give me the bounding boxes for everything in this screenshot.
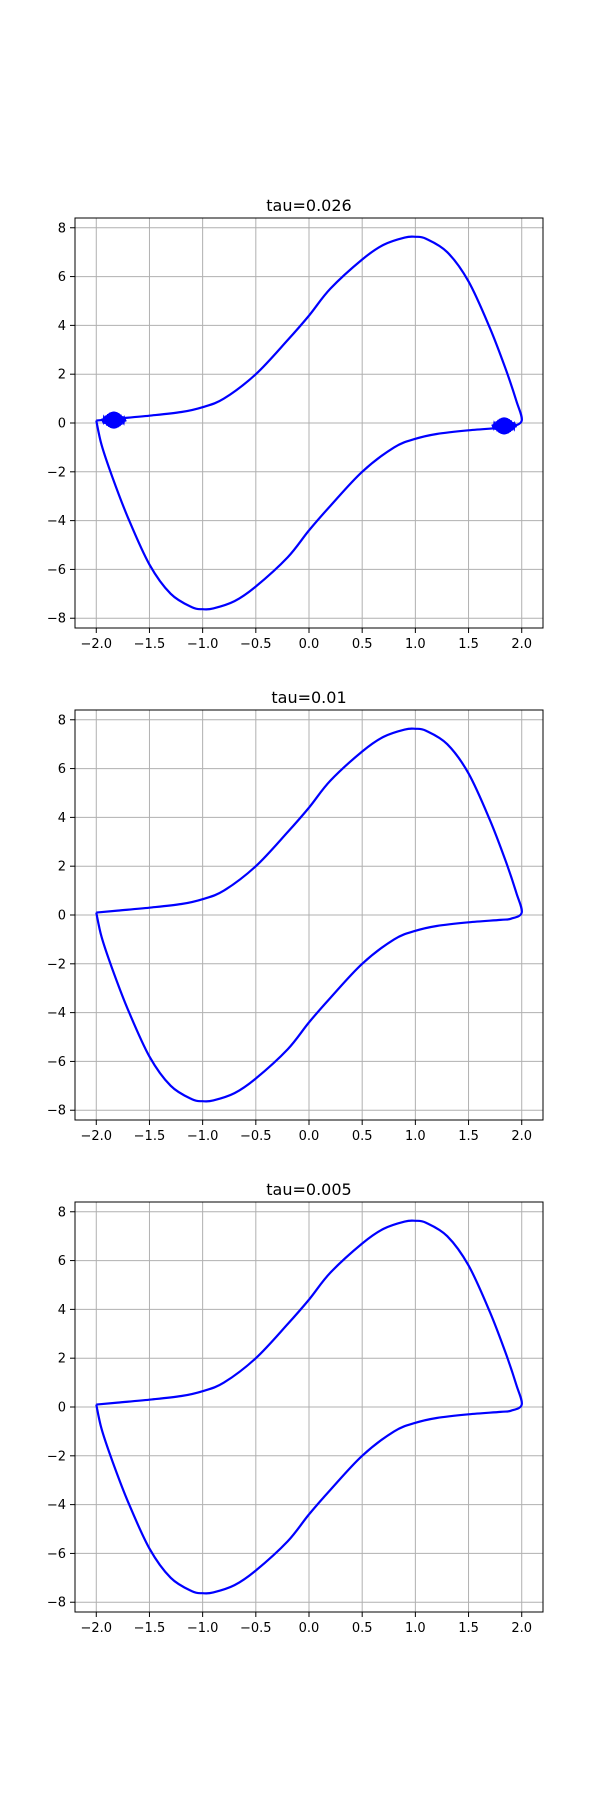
y-tick-label: −2: [47, 1449, 66, 1464]
y-tick-label: −2: [47, 465, 66, 480]
y-tick-label: −6: [47, 1547, 66, 1562]
subplot-3-title: tau=0.005: [266, 1180, 351, 1199]
x-tick-label: −0.5: [240, 1621, 272, 1636]
y-tick-label: −6: [47, 563, 66, 578]
x-tick-label: −1.5: [134, 1621, 166, 1636]
y-tick-label: −8: [47, 612, 66, 627]
x-tick-label: −1.5: [134, 637, 166, 652]
x-tick-label: 2.0: [511, 1621, 532, 1636]
series-line: [95, 1219, 523, 1595]
y-tick-label: −8: [47, 1596, 66, 1611]
x-tick-label: 0.0: [299, 1621, 320, 1636]
x-tick-label: −2.0: [80, 637, 112, 652]
x-tick-label: 0.0: [299, 1129, 320, 1144]
y-tick-label: −4: [47, 1498, 66, 1513]
y-tick-label: 6: [58, 762, 66, 777]
subplot-3: −2.0 −1.5 −1.0 −0.5 0.0 0.5 1.0 1.5 2.0 8 6 4 2 0 −2 −4…: [47, 1180, 544, 1636]
x-tick-label: 0.5: [352, 637, 373, 652]
y-tick-label: −4: [47, 1006, 66, 1021]
x-tick-label: 1.0: [405, 1621, 426, 1636]
x-tick-label: −2.0: [80, 1621, 112, 1636]
x-tick-label: −1.5: [134, 1129, 166, 1144]
y-tick-label: 6: [58, 1254, 66, 1269]
oscillation-envelope: [491, 417, 517, 435]
x-tick-label: 1.0: [405, 1129, 426, 1144]
y-tick-label: −4: [47, 514, 66, 529]
x-tick-label: 0.5: [352, 1621, 373, 1636]
x-tick-label: −2.0: [80, 1129, 112, 1144]
x-tick-label: 2.0: [511, 637, 532, 652]
x-tick-label: 0.0: [299, 637, 320, 652]
x-tick-label: 2.0: [511, 1129, 532, 1144]
y-tick-label: 8: [58, 713, 66, 728]
x-tick-label: −1.0: [187, 1129, 219, 1144]
y-tick-label: 4: [58, 319, 66, 334]
x-tick-label: 0.5: [352, 1129, 373, 1144]
x-tick-label: 1.0: [405, 637, 426, 652]
y-tick-label: 2: [58, 1352, 66, 1367]
y-tick-label: 0: [58, 909, 66, 924]
subplot-2: −2.0 −1.5 −1.0 −0.5 0.0 0.5 1.0 1.5 2.0 8 6 4 2 0 −2 −4…: [47, 688, 544, 1144]
series-line: [95, 727, 523, 1103]
oscillation-envelope: [101, 411, 127, 429]
x-tick-label: −1.0: [187, 637, 219, 652]
y-tick-label: 0: [58, 417, 66, 432]
y-tick-label: 4: [58, 811, 66, 826]
subplot-2-title: tau=0.01: [271, 688, 346, 707]
y-tick-label: 4: [58, 1303, 66, 1318]
x-tick-label: 1.5: [458, 637, 479, 652]
y-tick-label: 2: [58, 860, 66, 875]
y-tick-label: −8: [47, 1104, 66, 1119]
x-tick-label: −0.5: [240, 1129, 272, 1144]
x-tick-label: −0.5: [240, 637, 272, 652]
y-tick-label: 8: [58, 221, 66, 236]
y-tick-label: 0: [58, 1401, 66, 1416]
subplot-1-title: tau=0.026: [266, 196, 351, 215]
y-tick-label: 8: [58, 1205, 66, 1220]
x-tick-label: 1.5: [458, 1129, 479, 1144]
series-line: [95, 235, 523, 611]
y-tick-label: 6: [58, 270, 66, 285]
y-tick-label: −6: [47, 1055, 66, 1070]
y-tick-label: −2: [47, 957, 66, 972]
x-tick-label: 1.5: [458, 1621, 479, 1636]
x-tick-label: −1.0: [187, 1621, 219, 1636]
y-tick-label: 2: [58, 368, 66, 383]
subplot-1: −2.0 −1.5 −1.0 −0.5 0.0 0.5 1.0 1.5 2.0 8 6 4 2 0 −2 −4…: [47, 196, 544, 652]
